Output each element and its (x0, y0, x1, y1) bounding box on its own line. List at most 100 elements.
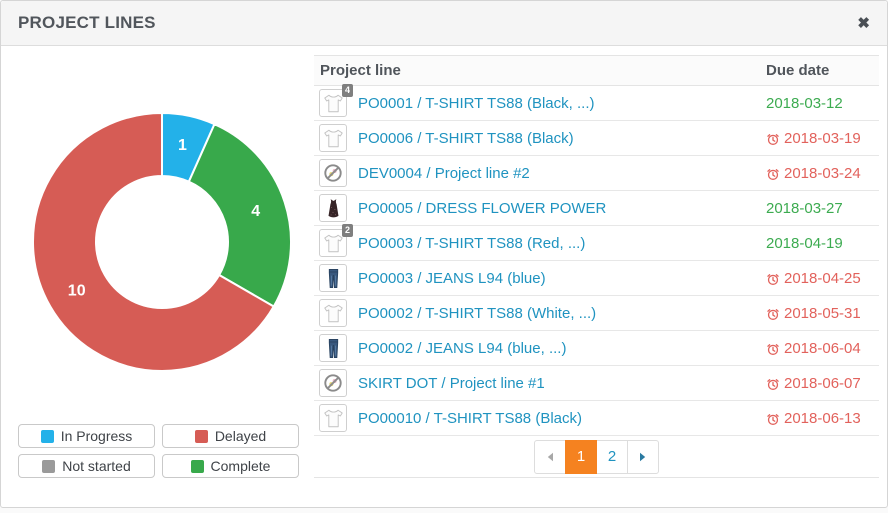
chart-legend: In Progress Delayed Not started Complete (18, 424, 314, 478)
product-thumbnail (319, 124, 347, 152)
product-thumbnail: 4 (319, 84, 353, 117)
product-thumbnail (319, 334, 347, 362)
pagination-page-2[interactable]: 2 (596, 439, 628, 474)
due-date-cell: 2018-06-07 (766, 375, 879, 392)
project-line-link[interactable]: PO0002 / JEANS L94 (blue, ...) (358, 339, 567, 357)
project-line-cell: PO0006 / T-SHIRT TS88 (Black) (314, 124, 766, 152)
left-arrow-icon (547, 452, 553, 461)
project-line-link[interactable]: PO0006 / T-SHIRT TS88 (Black) (358, 129, 574, 147)
no-image-icon (324, 164, 342, 182)
due-date-cell: 2018-04-25 (766, 270, 879, 287)
panel-body: 1 4 10 In Progress Delayed Not started Comple… (1, 46, 887, 507)
variant-count-badge: 4 (341, 84, 353, 97)
project-line-cell: PO0005 / DRESS FLOWER POWER (314, 194, 766, 222)
due-date-cell: 2018-03-12 (766, 95, 879, 112)
due-date: 2018-05-31 (784, 304, 861, 322)
legend-label: In Progress (60, 428, 133, 444)
project-line-link[interactable]: PO0002 / T-SHIRT TS88 (White, ...) (358, 304, 597, 322)
panel-header: PROJECT LINES ✖ (1, 1, 887, 46)
legend-swatch (190, 459, 204, 473)
legend-swatch (40, 429, 54, 443)
project-line-link[interactable]: SKIRT DOT / Project line #1 (358, 374, 545, 392)
no-image-icon (324, 374, 342, 392)
donut-value-label: 10 (68, 282, 86, 299)
due-date: 2018-03-12 (766, 94, 843, 112)
project-line-link[interactable]: PO0005 / DRESS FLOWER POWER (358, 199, 607, 217)
legend-item-in-progress[interactable]: In Progress (18, 424, 155, 448)
pagination-page-1[interactable]: 1 (565, 439, 597, 474)
project-line-link[interactable]: PO0003 / JEANS L94 (blue) (358, 269, 546, 287)
pagination-prev-button[interactable] (534, 439, 566, 474)
table-body: 4 PO0001 / T-SHIRT TS88 (Black, ...) 2018-… (314, 84, 879, 436)
column-header-project-line: Project line (320, 62, 401, 79)
alarm-icon (767, 168, 779, 180)
donut-value-label: 4 (251, 203, 260, 220)
due-date-cell: 2018-06-04 (766, 340, 879, 357)
project-line-cell: PO0003 / JEANS L94 (blue) (314, 264, 766, 292)
close-icon[interactable]: ✖ (857, 15, 870, 32)
table-header-row: Project line Due date (314, 55, 879, 86)
due-date-cell: 2018-03-19 (766, 130, 879, 147)
donut-segment-complete[interactable] (187, 122, 292, 308)
due-date: 2018-06-07 (784, 374, 861, 392)
due-date: 2018-04-25 (784, 269, 861, 287)
project-lines-table: Project line Due date 4 PO0001 / T-SHIRT … (314, 55, 879, 499)
project-line-cell: 2 PO0003 / T-SHIRT TS88 (Red, ...) (314, 224, 766, 257)
due-date: 2018-03-27 (766, 199, 843, 217)
product-thumbnail (319, 299, 347, 327)
project-line-cell: SKIRT DOT / Project line #1 (314, 369, 766, 397)
alarm-icon (767, 133, 779, 145)
tshirt-icon (323, 129, 343, 147)
due-date-cell: 2018-05-31 (766, 305, 879, 322)
dress-icon (328, 198, 338, 217)
pagination-next-button[interactable] (627, 439, 659, 474)
alarm-icon (767, 273, 779, 285)
alarm-icon (767, 343, 779, 355)
legend-swatch (194, 429, 208, 443)
product-thumbnail (319, 369, 347, 397)
donut-segment-delayed[interactable] (32, 111, 276, 372)
product-thumbnail (319, 159, 347, 187)
alarm-icon (767, 308, 779, 320)
table-row: PO0005 / DRESS FLOWER POWER 2018-03-27 (314, 191, 879, 226)
legend-label: Complete (210, 458, 271, 474)
panel-title: PROJECT LINES (18, 13, 156, 32)
donut-chart-svg: 1 4 10 (32, 111, 292, 372)
table-row: SKIRT DOT / Project line #1 2018-06-07 (314, 366, 879, 401)
due-date: 2018-04-19 (766, 234, 843, 252)
legend-item-not-started[interactable]: Not started (18, 454, 155, 478)
table-row: PO0003 / JEANS L94 (blue) 2018-04-25 (314, 261, 879, 296)
table-row: PO0002 / T-SHIRT TS88 (White, ...) 2018-0… (314, 296, 879, 331)
project-line-link[interactable]: PO0003 / T-SHIRT TS88 (Red, ...) (358, 234, 586, 252)
legend-swatch (42, 459, 56, 473)
legend-label: Delayed (214, 428, 267, 444)
due-date: 2018-06-13 (784, 409, 861, 427)
project-line-cell: DEV0004 / Project line #2 (314, 159, 766, 187)
project-line-link[interactable]: PO0001 / T-SHIRT TS88 (Black, ...) (358, 94, 595, 112)
product-thumbnail (319, 194, 347, 222)
legend-item-delayed[interactable]: Delayed (162, 424, 299, 448)
alarm-icon (767, 413, 779, 425)
product-thumbnail (319, 264, 347, 292)
donut-value-label: 1 (178, 137, 187, 154)
due-date: 2018-03-19 (784, 129, 861, 147)
chart-section: 1 4 10 In Progress Delayed Not started Comple… (9, 54, 314, 499)
jeans-icon (328, 338, 338, 358)
alarm-icon (767, 378, 779, 390)
project-line-link[interactable]: DEV0004 / Project line #2 (358, 164, 530, 182)
due-date: 2018-03-24 (784, 164, 861, 182)
project-line-cell: PO00010 / T-SHIRT TS88 (Black) (314, 404, 766, 432)
project-line-link[interactable]: PO00010 / T-SHIRT TS88 (Black) (358, 409, 582, 427)
right-arrow-icon (640, 452, 646, 461)
legend-item-complete[interactable]: Complete (162, 454, 299, 478)
product-thumbnail: 2 (319, 224, 353, 257)
due-date-cell: 2018-03-24 (766, 165, 879, 182)
product-thumbnail (319, 404, 347, 432)
tshirt-icon (323, 94, 343, 112)
due-date-cell: 2018-03-27 (766, 200, 879, 217)
table-row: DEV0004 / Project line #2 2018-03-24 (314, 156, 879, 191)
tshirt-icon (323, 304, 343, 322)
project-line-cell: PO0002 / T-SHIRT TS88 (White, ...) (314, 299, 766, 327)
